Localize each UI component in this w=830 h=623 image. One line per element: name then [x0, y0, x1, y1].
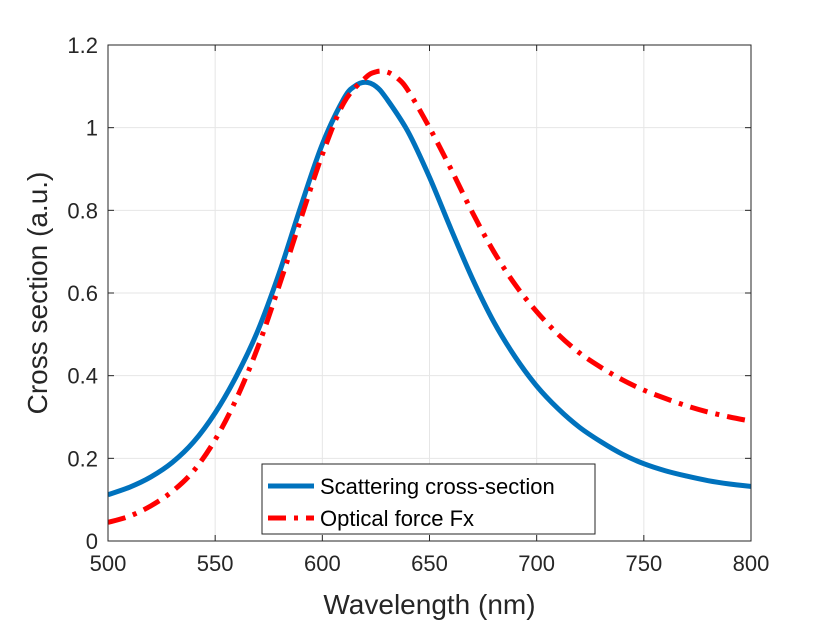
series-layer [108, 68, 751, 525]
series-line-scattering [108, 79, 751, 498]
ticks [107, 44, 752, 542]
y-tick-label: 1 [86, 116, 98, 141]
series-line-optical-force [108, 68, 751, 525]
legend-label-optical-force: Optical force Fx [320, 506, 474, 531]
y-tick-label: 0 [86, 529, 98, 554]
legend: Scattering cross-section Optical force F… [261, 463, 596, 535]
x-tick-label: 800 [733, 551, 770, 576]
y-tick-labels: 0 0.2 0.4 0.6 0.8 1 1.2 [67, 33, 98, 554]
y-tick-label: 0.2 [67, 446, 98, 471]
legend-label-scattering: Scattering cross-section [320, 474, 555, 499]
y-axis-label: Cross section (a.u.) [22, 172, 53, 415]
x-tick-label: 500 [90, 551, 127, 576]
x-tick-label: 550 [197, 551, 234, 576]
x-tick-label: 750 [625, 551, 662, 576]
x-tick-label: 650 [411, 551, 448, 576]
y-tick-label: 1.2 [67, 33, 98, 58]
y-tick-label: 0.6 [67, 281, 98, 306]
x-tick-label: 700 [518, 551, 555, 576]
x-tick-labels: 500 550 600 650 700 750 800 [90, 551, 770, 576]
y-tick-label: 0.8 [67, 198, 98, 223]
x-tick-label: 600 [304, 551, 341, 576]
x-axis-label: Wavelength (nm) [323, 589, 535, 620]
y-tick-label: 0.4 [67, 364, 98, 389]
legend-box [261, 463, 596, 535]
